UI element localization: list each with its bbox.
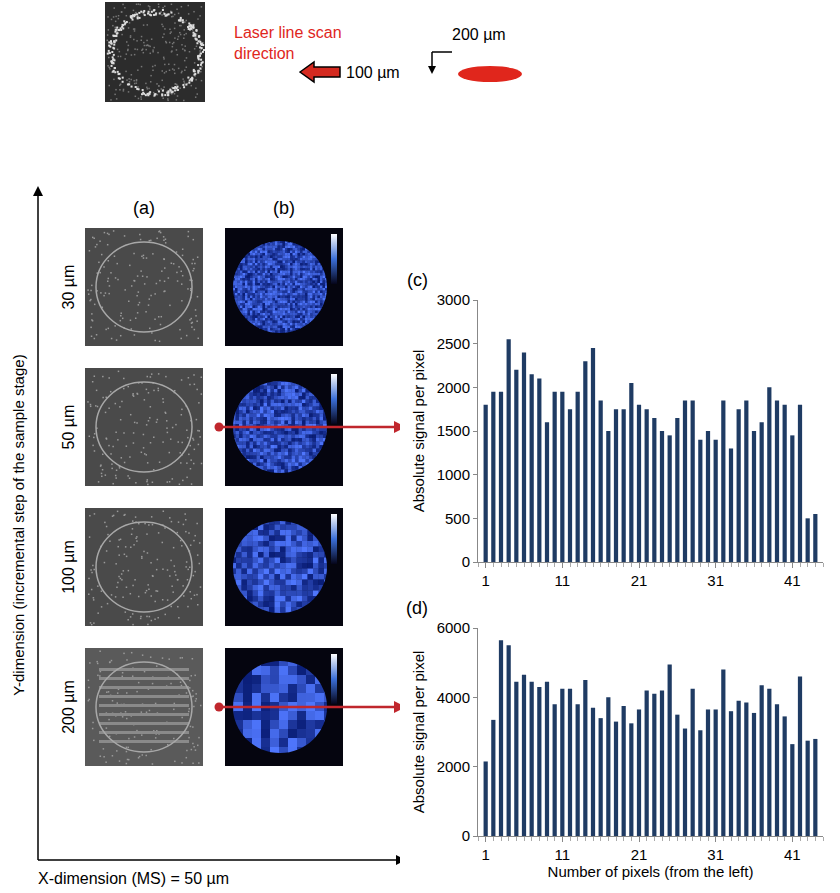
svg-text:100 µm: 100 µm — [346, 64, 400, 81]
svg-text:21: 21 — [631, 846, 648, 863]
svg-text:direction: direction — [234, 45, 294, 62]
svg-text:2000: 2000 — [437, 379, 470, 396]
svg-text:Number of pixels (from the lef: Number of pixels (from the left) — [548, 863, 754, 880]
svg-text:41: 41 — [784, 846, 801, 863]
svg-text:41: 41 — [784, 572, 801, 589]
svg-text:100 µm: 100 µm — [60, 540, 77, 594]
svg-text:2000: 2000 — [437, 758, 470, 775]
svg-text:2500: 2500 — [437, 335, 470, 352]
svg-text:1000: 1000 — [437, 466, 470, 483]
svg-text:(d): (d) — [406, 598, 428, 618]
svg-text:31: 31 — [707, 846, 724, 863]
svg-text:Absolute signal per pixel: Absolute signal per pixel — [410, 350, 427, 513]
svg-text:500: 500 — [445, 510, 470, 527]
svg-text:X-dimension (MS) = 50 µm: X-dimension (MS) = 50 µm — [38, 870, 229, 887]
svg-text:21: 21 — [631, 572, 648, 589]
svg-text:11: 11 — [555, 572, 571, 589]
svg-text:31: 31 — [707, 572, 724, 589]
svg-text:3000: 3000 — [437, 291, 470, 308]
svg-text:30 µm: 30 µm — [60, 265, 77, 310]
svg-text:Laser line scan: Laser line scan — [234, 24, 342, 41]
svg-text:50 µm: 50 µm — [60, 405, 77, 450]
svg-text:11: 11 — [555, 846, 571, 863]
svg-text:(c): (c) — [407, 270, 428, 290]
svg-text:1500: 1500 — [437, 422, 470, 439]
svg-text:200 µm: 200 µm — [452, 26, 506, 43]
svg-text:1: 1 — [481, 846, 489, 863]
svg-text:4000: 4000 — [437, 689, 470, 706]
svg-text:(b): (b) — [273, 198, 295, 218]
svg-text:Y-dimension (incremental step: Y-dimension (incremental step of the sam… — [10, 354, 27, 695]
svg-text:(a): (a) — [133, 198, 155, 218]
svg-text:0: 0 — [462, 553, 470, 570]
svg-text:0: 0 — [462, 827, 470, 844]
svg-text:200 µm: 200 µm — [60, 680, 77, 734]
svg-text:1: 1 — [481, 572, 489, 589]
svg-text:Absolute signal per pixel: Absolute signal per pixel — [410, 651, 427, 814]
svg-text:6000: 6000 — [437, 619, 470, 636]
